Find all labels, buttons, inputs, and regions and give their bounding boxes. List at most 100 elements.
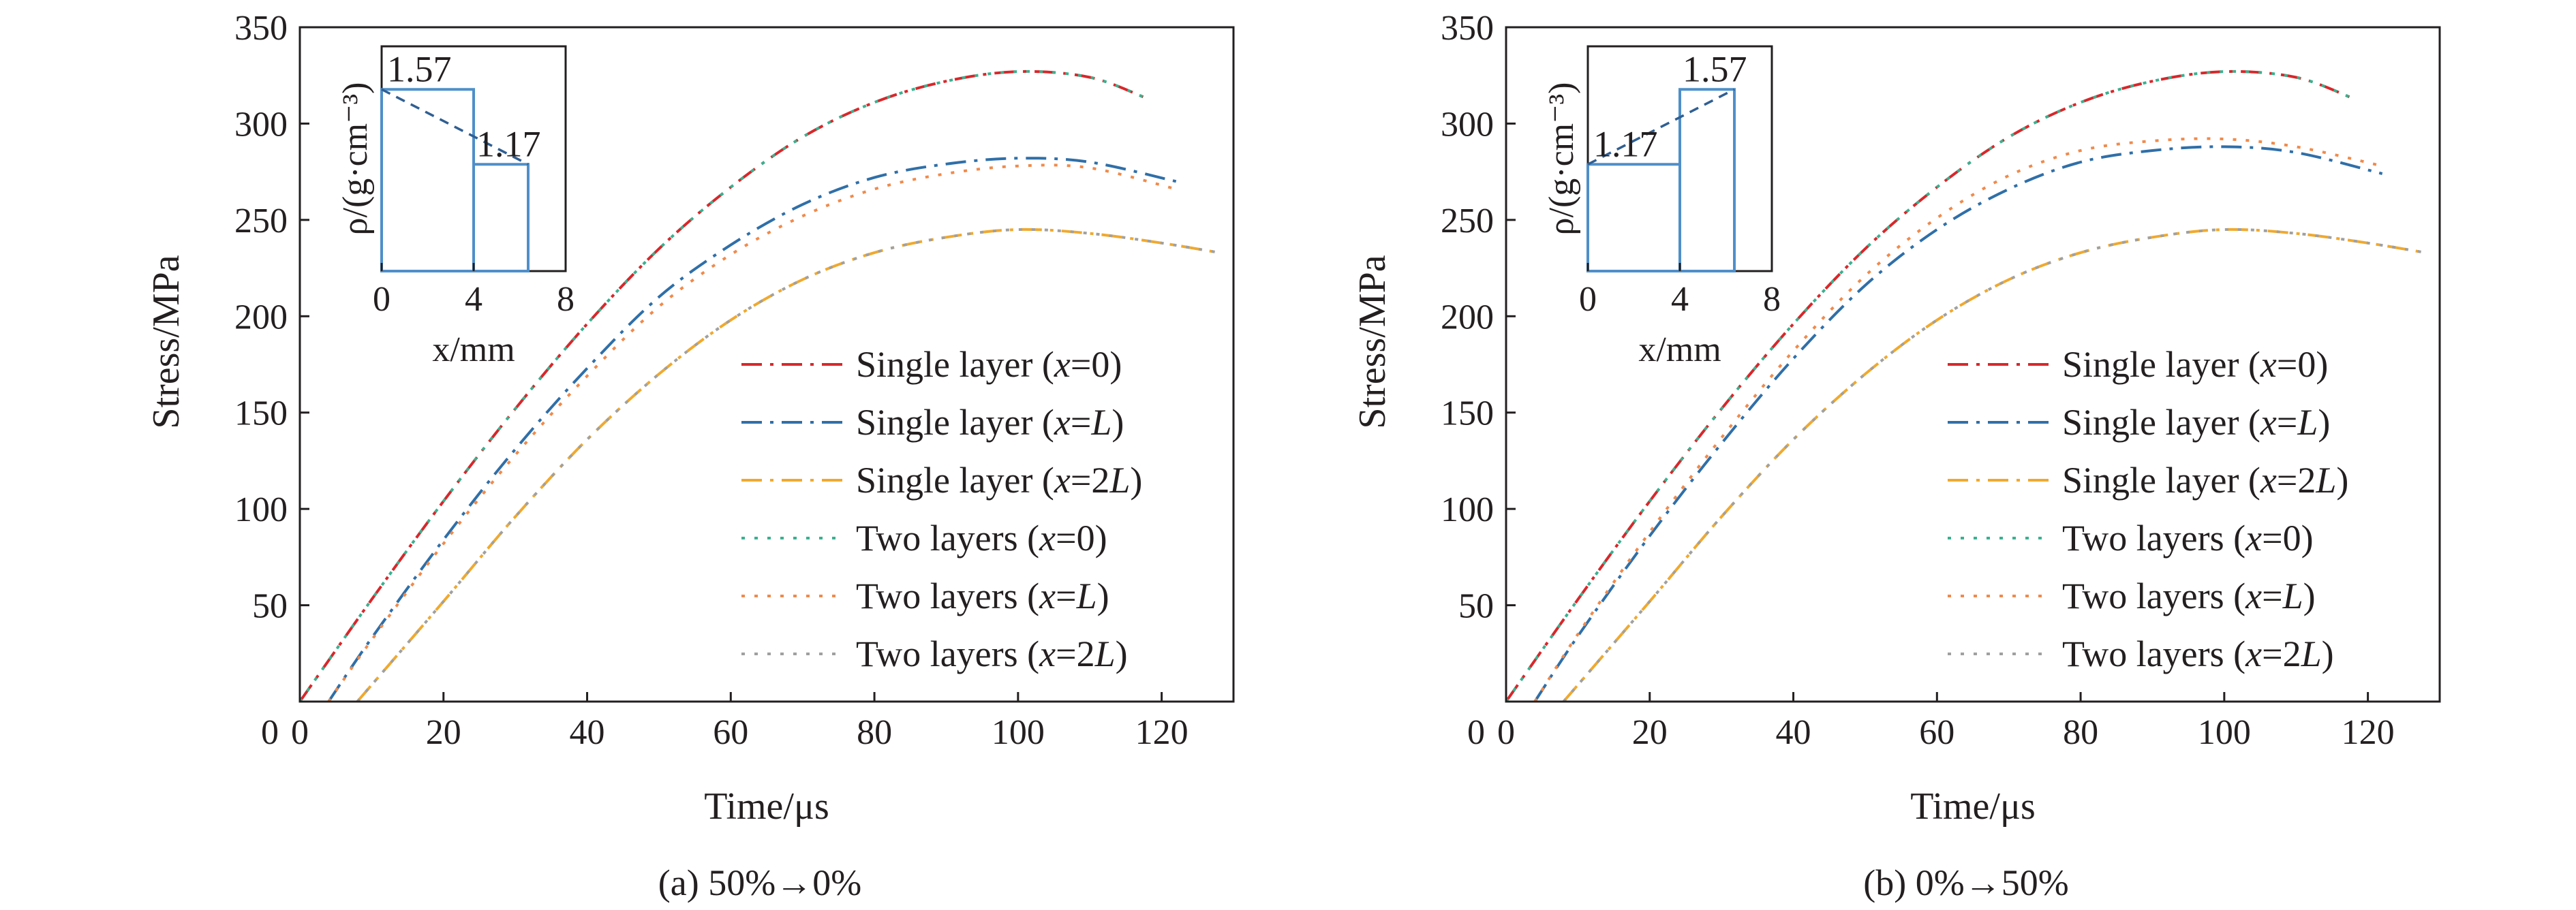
legend-label-part: 2 <box>2283 633 2301 674</box>
legend-label: Two layers (x=2L) <box>856 633 1128 674</box>
legend-label-part: ) <box>2318 402 2330 443</box>
series-line-6 <box>1562 227 2426 703</box>
series-line-2 <box>1533 145 2383 703</box>
density-value-label: 1.57 <box>387 48 452 89</box>
legend-label-part: x <box>1039 576 1056 616</box>
legend-label-part: ) <box>2301 518 2314 559</box>
legend-label-part: x <box>2245 518 2262 559</box>
legend-label: Two layers (x=L) <box>2062 576 2316 616</box>
legend-label-part: x <box>1054 460 1071 501</box>
inset-x-axis-title: x/mm <box>432 330 515 369</box>
legend-label-part: ) <box>1097 576 1109 616</box>
inset-y-axis-title: ρ/(g·cm⁻³) <box>1542 82 1581 236</box>
series-line-4 <box>298 69 1148 703</box>
legend-label-part: Single layer ( <box>856 344 1054 385</box>
legend: Single layer (x=0)Single layer (x=L)Sing… <box>1948 344 2348 674</box>
y-tick-label: 350 <box>1441 9 1494 48</box>
legend-label-part: x <box>2260 402 2277 443</box>
legend-label-part: L <box>2315 460 2336 501</box>
y-tick-label: 50 <box>1458 587 1494 626</box>
x-axis-title: Time/μs <box>704 785 829 828</box>
inset-x-tick-label: 4 <box>1671 280 1689 319</box>
legend-label: Two layers (x=0) <box>856 518 1107 559</box>
density-value-label: 1.17 <box>1593 123 1658 164</box>
x-tick-label: 80 <box>2063 713 2098 752</box>
legend-label-part: = <box>1071 402 1091 443</box>
legend-label-part: = <box>2277 344 2297 385</box>
legend-label: Single layer (x=2L) <box>856 460 1142 501</box>
legend: Single layer (x=0)Single layer (x=L)Sing… <box>741 344 1142 674</box>
legend-label-part: = <box>2262 633 2282 674</box>
legend-label-part: 0 <box>1077 518 1095 559</box>
x-tick-label: 100 <box>992 713 1045 752</box>
y-tick-label: 200 <box>1441 298 1494 336</box>
legend-label: Single layer (x=2L) <box>2062 460 2348 501</box>
legend-label: Single layer (x=0) <box>856 344 1122 385</box>
legend-label-part: ) <box>1116 633 1128 674</box>
legend-label-part: Two layers ( <box>2062 576 2245 616</box>
x-tick-label: 20 <box>1632 713 1668 752</box>
legend-label: Two layers (x=0) <box>2062 518 2314 559</box>
legend-label-part: = <box>1071 460 1091 501</box>
panel-caption: (a) 50%→0% <box>658 862 861 903</box>
inset-x-tick-label: 0 <box>1579 280 1597 319</box>
density-gradient-line <box>381 88 529 166</box>
series-line-5 <box>1533 137 2383 703</box>
legend-label-part: ) <box>1095 518 1107 559</box>
y-tick-label: 200 <box>234 298 288 336</box>
inset-x-tick-label: 4 <box>465 280 482 319</box>
y-tick-label: 150 <box>234 394 288 433</box>
legend-label-part: ) <box>1109 344 1122 385</box>
y-tick-label: 50 <box>252 587 288 626</box>
legend-label-part: x <box>1054 402 1071 443</box>
density-inset: 1.17 1.57 0 4 8 x/mm ρ/(g·cm⁻³) <box>1542 45 1781 369</box>
y-tick-label: 100 <box>1441 490 1494 529</box>
series-line-3 <box>1562 227 2426 703</box>
legend-label-part: Two layers ( <box>2062 518 2245 559</box>
x-tick-label: 60 <box>713 713 748 752</box>
inset-x-tick-label: 8 <box>557 280 574 319</box>
legend-label-part: = <box>2262 576 2282 616</box>
density-gradient-line <box>1587 88 1735 166</box>
x-tick-label: 0 <box>291 713 309 752</box>
series-line-6 <box>356 227 1220 703</box>
legend-label-part: x <box>2245 576 2262 616</box>
legend-label-part: 2 <box>1077 633 1095 674</box>
legend-label-part: L <box>1076 576 1097 616</box>
legend-label-part: = <box>1056 576 1076 616</box>
legend-label: Single layer (x=L) <box>856 402 1124 443</box>
legend-label: Two layers (x=2L) <box>2062 633 2334 674</box>
panel-a: Stress/MPa Time/μs 0 20 40 60 80 100 120050100… <box>145 9 1235 903</box>
legend-label-part: L <box>1109 460 1130 501</box>
panel-caption: (b) 0%→50% <box>1863 862 2068 903</box>
y-tick-label: 300 <box>234 105 288 144</box>
legend-label-part: L <box>2297 402 2318 443</box>
x-tick-label: 0 <box>1497 713 1515 752</box>
y-tick-label: 150 <box>1441 394 1494 433</box>
inset-x-tick-label: 0 <box>373 280 390 319</box>
legend-label-part: 0 <box>2297 344 2316 385</box>
legend-label-part: x <box>1054 344 1071 385</box>
legend-label-part: = <box>1071 344 1091 385</box>
legend-label-part: Single layer ( <box>2062 460 2260 501</box>
y-axis-title: Stress/MPa <box>1351 255 1394 428</box>
legend-label-part: ) <box>2303 576 2316 616</box>
legend-label-part: x <box>2260 344 2277 385</box>
legend-label-part: Two layers ( <box>2062 633 2245 674</box>
legend-label-part: Two layers ( <box>856 518 1039 559</box>
y-axis-title: Stress/MPa <box>145 255 187 428</box>
density-value-label: 1.57 <box>1683 48 1747 89</box>
density-value-label: 1.17 <box>476 123 541 164</box>
y-tick-label: 0 <box>261 713 279 752</box>
legend-label-part: ) <box>1111 402 1124 443</box>
legend-label-part: = <box>2262 518 2282 559</box>
x-tick-label: 120 <box>2342 713 2395 752</box>
x-tick-label: 120 <box>1135 713 1189 752</box>
y-tick-label: 300 <box>1441 105 1494 144</box>
legend-label-part: = <box>2277 460 2297 501</box>
inset-x-axis-title: x/mm <box>1638 330 1721 369</box>
legend-label-part: L <box>1090 402 1111 443</box>
legend-label-part: x <box>2260 460 2277 501</box>
